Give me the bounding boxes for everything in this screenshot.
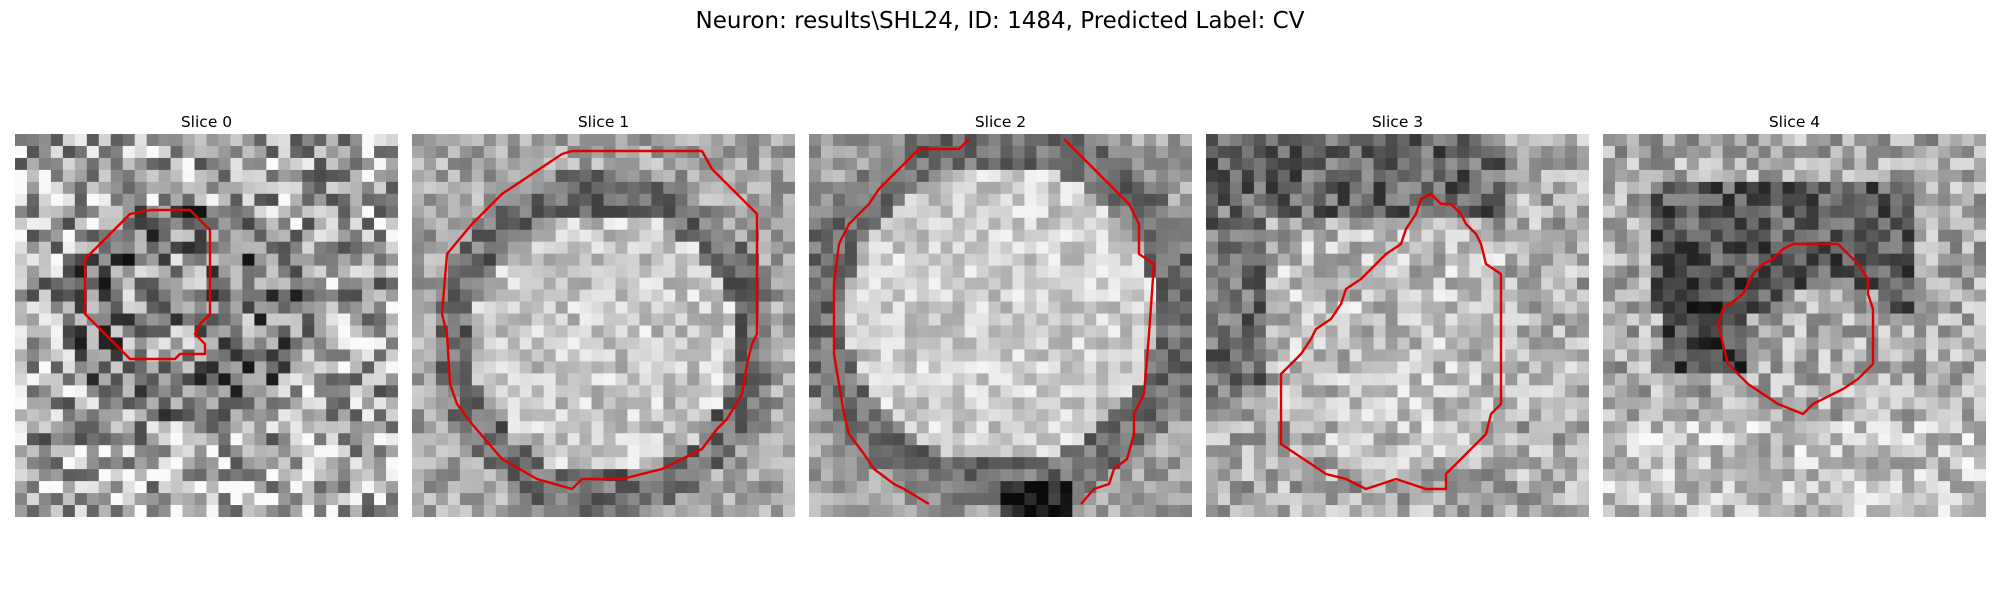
slice-image (412, 134, 795, 517)
contour-outline (440, 149, 759, 491)
slice-panel-0: Slice 0 (15, 112, 398, 517)
slice-image (1603, 134, 1986, 517)
slice-panel-3: Slice 3 (1206, 112, 1589, 517)
slice-title: Slice 0 (180, 113, 233, 131)
slice-image (1206, 134, 1589, 517)
figure-title: Neuron: results\SHL24, ID: 1484, Predict… (695, 8, 1305, 34)
slice-panel-2: Slice 2 (809, 112, 1192, 517)
slice-title: Slice 3 (1371, 113, 1424, 131)
slice-title: Slice 2 (974, 113, 1027, 131)
contour-outline (1279, 192, 1503, 491)
contour-outline (832, 138, 1156, 506)
contour-outline (1716, 242, 1875, 416)
slice-image (809, 134, 1192, 517)
slice-panel-4: Slice 4 (1603, 112, 1986, 517)
slice-title: Slice 4 (1768, 113, 1821, 131)
contour-outline (83, 208, 212, 361)
slice-panel-1: Slice 1 (412, 112, 795, 517)
slice-title: Slice 1 (577, 113, 630, 131)
slice-image (15, 134, 398, 517)
